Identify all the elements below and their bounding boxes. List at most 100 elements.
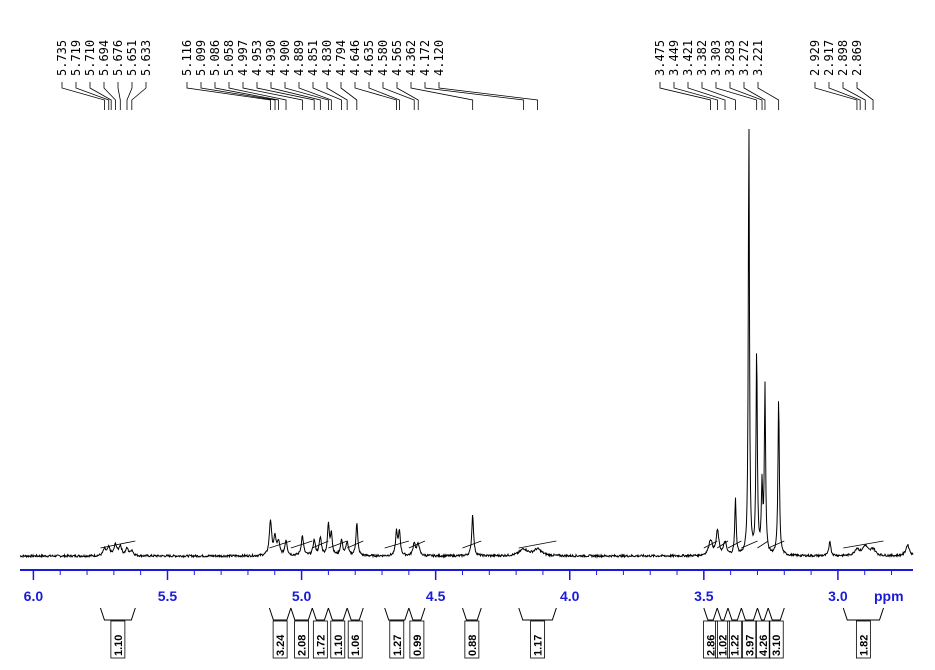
integral-curve — [462, 540, 482, 549]
peak-leader-line — [842, 82, 866, 110]
peak-label: 4.120 — [432, 40, 446, 76]
peak-label: 3.303 — [709, 40, 723, 76]
integral-value-box — [768, 620, 784, 659]
peak-label: 4.953 — [250, 40, 264, 76]
x-tick-label: 6.0 — [24, 588, 44, 604]
integral-bracket — [99, 607, 136, 621]
integral-value-box — [715, 620, 731, 659]
integral-curve — [328, 540, 348, 549]
peak-leader-line — [61, 82, 105, 110]
integral-mark-group: 1.10 3.24 2.08 1.72 1.10 1.06 1.27 0.99 0.88 1.17… — [99, 607, 884, 659]
peak-label: 3.475 — [653, 40, 667, 76]
peak-leader-line — [659, 82, 711, 110]
integral-value-box — [855, 620, 871, 659]
peak-leader-line — [382, 82, 415, 110]
peak-label: 4.362 — [404, 40, 418, 76]
integral-value-label: 1.27 — [392, 635, 404, 656]
peak-label: 3.272 — [737, 40, 751, 76]
integral-value-box — [742, 620, 757, 659]
peak-leader-line — [284, 82, 329, 110]
peak-leader-line — [214, 82, 279, 110]
peak-leader-line — [354, 82, 397, 110]
peak-leader-line — [75, 82, 110, 110]
x-tick-label: 5.0 — [292, 588, 312, 604]
peak-label: 4.635 — [362, 40, 376, 76]
integral-value-box — [272, 620, 288, 659]
peak-label: 2.929 — [808, 40, 822, 76]
integral-value-box — [294, 620, 309, 659]
integral-bracket — [290, 607, 313, 621]
integral-curve — [312, 540, 329, 549]
peak-label: 4.830 — [320, 40, 334, 76]
peak-leader-line — [312, 82, 342, 110]
peak-label: 4.794 — [334, 40, 348, 76]
peak-leader-line — [673, 82, 718, 110]
x-tick-group: 6.0 5.5 5.0 4.5 4.0 3.5 3.0 — [24, 570, 893, 604]
peak-leader-line — [410, 82, 474, 110]
integral-value-box — [312, 620, 328, 659]
integral-curve — [843, 540, 884, 549]
integral-value-label: 3.24 — [275, 634, 287, 656]
peak-leader-line — [757, 82, 780, 110]
peak-label: 5.676 — [111, 40, 125, 76]
peak-leader-line — [729, 82, 763, 110]
integral-bracket — [518, 607, 557, 621]
peak-leader-line — [828, 82, 861, 110]
integral-value-label: 1.82 — [858, 635, 870, 656]
integral-curve-group — [100, 540, 884, 549]
peak-label: 3.221 — [751, 40, 765, 76]
integral-value-label: 0.99 — [412, 635, 424, 656]
peak-label: 4.646 — [348, 40, 362, 76]
peak-label: 4.172 — [418, 40, 432, 76]
peak-leader-line — [424, 82, 525, 110]
peak-label: 3.421 — [681, 40, 695, 76]
peak-leader-line — [270, 82, 321, 110]
x-tick-label: 3.5 — [694, 588, 714, 604]
peak-leader-line — [326, 82, 348, 110]
peak-leader-line — [200, 82, 276, 110]
integral-curve — [727, 540, 742, 549]
integral-value-label: 1.72 — [315, 635, 327, 656]
integral-bracket — [767, 607, 785, 621]
peak-leader-line — [103, 82, 116, 110]
peak-label: 5.058 — [222, 40, 236, 76]
peak-leader-line — [368, 82, 400, 110]
integral-value-box — [409, 620, 425, 659]
integral-bracket — [703, 607, 718, 621]
peak-label: 2.869 — [850, 40, 864, 76]
integral-bracket — [716, 607, 729, 621]
integral-value-label: 1.06 — [350, 635, 362, 656]
integral-value-box — [464, 620, 480, 659]
peak-leader-line — [228, 82, 287, 110]
integral-value-label: 3.10 — [771, 635, 783, 656]
integral-bracket — [311, 607, 329, 621]
integral-value-label: 2.86 — [706, 635, 718, 656]
peak-leader-line — [256, 82, 315, 110]
peak-label: 4.851 — [306, 40, 320, 76]
integral-curve — [100, 540, 136, 549]
integral-bracket — [462, 607, 482, 621]
integral-value-box — [330, 620, 346, 659]
integral-value-box — [110, 620, 126, 659]
integral-curve — [269, 540, 291, 549]
peak-label: 2.917 — [822, 40, 836, 76]
peak-leader-line — [687, 82, 726, 110]
x-tick-label: 3.0 — [828, 588, 848, 604]
peak-label: 5.086 — [208, 40, 222, 76]
integral-bracket — [727, 607, 742, 621]
peak-leader-line — [117, 82, 121, 110]
integral-value-label: 1.22 — [730, 635, 742, 656]
peak-label-group: 5.735 5.719 5.710 5.694 5.676 5.651 5.633 5.116… — [55, 40, 864, 76]
peak-leader-line — [131, 82, 147, 110]
integral-curve — [757, 540, 769, 549]
integral-curve — [518, 540, 557, 549]
spectrum-trace — [19, 129, 914, 559]
peak-label: 4.997 — [236, 40, 250, 76]
peak-label: 3.449 — [667, 40, 681, 76]
peak-label: 4.565 — [390, 40, 404, 76]
integral-bracket — [756, 607, 769, 621]
integral-value-label: 1.10 — [113, 635, 125, 656]
integral-bracket — [384, 607, 410, 621]
peak-leader-line — [396, 82, 419, 110]
peak-label: 5.719 — [69, 40, 83, 76]
